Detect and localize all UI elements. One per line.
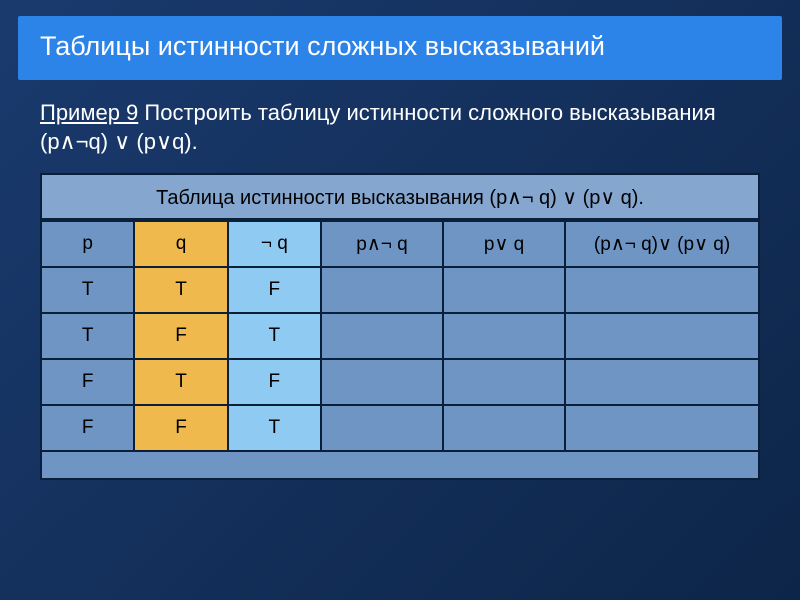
table-footer-strip: [42, 452, 758, 478]
cell-q: T: [134, 359, 227, 405]
cell-pvq: [443, 313, 565, 359]
cell-nq: T: [228, 313, 321, 359]
slide: Таблицы истинности сложных высказываний …: [0, 0, 800, 600]
truth-table: p q ¬ q p∧¬ q p∨ q (p∧¬ q)∨ (p∨ q) T T F: [40, 220, 760, 452]
example-description: Пример 9 Построить таблицу истинности сл…: [18, 98, 782, 173]
col-header-p-and-not-q: p∧¬ q: [321, 221, 443, 267]
col-header-p-or-q: p∨ q: [443, 221, 565, 267]
cell-q: F: [134, 405, 227, 451]
cell-pnq: [321, 405, 443, 451]
cell-p: F: [41, 405, 134, 451]
cell-res: [565, 359, 759, 405]
table-wrap: p q ¬ q p∧¬ q p∨ q (p∧¬ q)∨ (p∨ q) T T F: [40, 218, 760, 480]
table-row: F F T: [41, 405, 759, 451]
cell-res: [565, 313, 759, 359]
cell-pvq: [443, 267, 565, 313]
cell-pnq: [321, 359, 443, 405]
cell-res: [565, 405, 759, 451]
cell-q: F: [134, 313, 227, 359]
cell-pnq: [321, 313, 443, 359]
table-header-row: p q ¬ q p∧¬ q p∨ q (p∧¬ q)∨ (p∨ q): [41, 221, 759, 267]
col-header-p: p: [41, 221, 134, 267]
cell-res: [565, 267, 759, 313]
cell-pvq: [443, 405, 565, 451]
cell-p: F: [41, 359, 134, 405]
cell-nq: F: [228, 267, 321, 313]
col-header-result: (p∧¬ q)∨ (p∨ q): [565, 221, 759, 267]
cell-nq: T: [228, 405, 321, 451]
cell-q: T: [134, 267, 227, 313]
slide-title: Таблицы истинности сложных высказываний: [18, 16, 782, 80]
cell-p: T: [41, 267, 134, 313]
example-label: Пример 9: [40, 100, 138, 125]
cell-nq: F: [228, 359, 321, 405]
col-header-q: q: [134, 221, 227, 267]
table-row: T F T: [41, 313, 759, 359]
col-header-not-q: ¬ q: [228, 221, 321, 267]
cell-pnq: [321, 267, 443, 313]
table-row: F T F: [41, 359, 759, 405]
cell-p: T: [41, 313, 134, 359]
table-caption: Таблица истинности высказывания (p∧¬ q) …: [40, 173, 760, 220]
cell-pvq: [443, 359, 565, 405]
table-row: T T F: [41, 267, 759, 313]
table-body: T T F T F T: [41, 267, 759, 451]
description-text: Построить таблицу истинности сложного вы…: [40, 100, 716, 155]
truth-table-container: Таблица истинности высказывания (p∧¬ q) …: [18, 173, 782, 480]
